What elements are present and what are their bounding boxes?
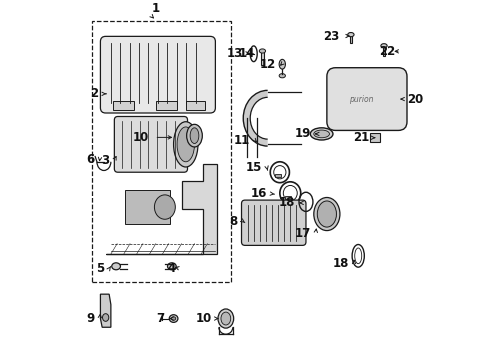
Ellipse shape <box>314 130 329 138</box>
Ellipse shape <box>169 315 178 322</box>
Bar <box>125 190 170 225</box>
Text: 1: 1 <box>152 3 160 15</box>
Bar <box>92 21 231 282</box>
FancyBboxPatch shape <box>114 117 188 172</box>
Ellipse shape <box>218 309 234 328</box>
Text: 10: 10 <box>196 312 212 325</box>
Text: 5: 5 <box>96 262 104 275</box>
FancyBboxPatch shape <box>327 68 407 130</box>
Text: 19: 19 <box>295 127 311 140</box>
Text: 10: 10 <box>133 131 149 144</box>
Ellipse shape <box>279 74 285 78</box>
Text: 13: 13 <box>227 47 243 60</box>
Text: 17: 17 <box>294 227 311 240</box>
Text: purion: purion <box>349 95 374 104</box>
Text: 20: 20 <box>407 93 423 105</box>
Ellipse shape <box>172 317 176 320</box>
Ellipse shape <box>310 128 333 140</box>
Ellipse shape <box>173 122 198 167</box>
Ellipse shape <box>259 49 266 53</box>
Polygon shape <box>100 294 111 327</box>
Ellipse shape <box>177 127 195 162</box>
Ellipse shape <box>102 314 109 321</box>
Bar <box>156 101 177 109</box>
Text: 16: 16 <box>250 187 267 200</box>
Bar <box>186 101 205 109</box>
Text: 6: 6 <box>86 153 95 166</box>
Text: 8: 8 <box>229 215 237 228</box>
FancyBboxPatch shape <box>100 36 216 113</box>
Bar <box>383 46 386 55</box>
Text: 14: 14 <box>238 47 255 60</box>
Text: 22: 22 <box>379 45 395 58</box>
Ellipse shape <box>279 59 285 69</box>
Ellipse shape <box>187 124 202 147</box>
FancyBboxPatch shape <box>242 200 306 246</box>
Ellipse shape <box>168 263 176 270</box>
Bar <box>261 51 264 65</box>
Text: 18: 18 <box>332 257 349 270</box>
Ellipse shape <box>221 312 231 325</box>
Text: 4: 4 <box>167 262 175 275</box>
Text: 23: 23 <box>323 30 339 42</box>
Ellipse shape <box>318 201 337 227</box>
Text: 12: 12 <box>260 58 276 71</box>
Text: 21: 21 <box>353 131 369 144</box>
Text: 11: 11 <box>234 134 250 147</box>
Ellipse shape <box>348 32 354 37</box>
Polygon shape <box>106 163 217 254</box>
Bar <box>274 174 281 177</box>
Text: 7: 7 <box>157 312 165 325</box>
Bar <box>349 35 352 43</box>
Ellipse shape <box>190 128 199 144</box>
Bar <box>370 133 380 142</box>
Text: 3: 3 <box>101 153 109 167</box>
Bar <box>113 101 133 109</box>
Text: 18: 18 <box>279 197 295 210</box>
Bar <box>285 195 292 199</box>
Text: 15: 15 <box>245 161 262 174</box>
Text: 9: 9 <box>86 312 95 325</box>
Ellipse shape <box>381 44 387 48</box>
Ellipse shape <box>314 198 340 231</box>
Text: 2: 2 <box>90 87 98 100</box>
Ellipse shape <box>154 195 175 219</box>
Ellipse shape <box>112 263 121 270</box>
